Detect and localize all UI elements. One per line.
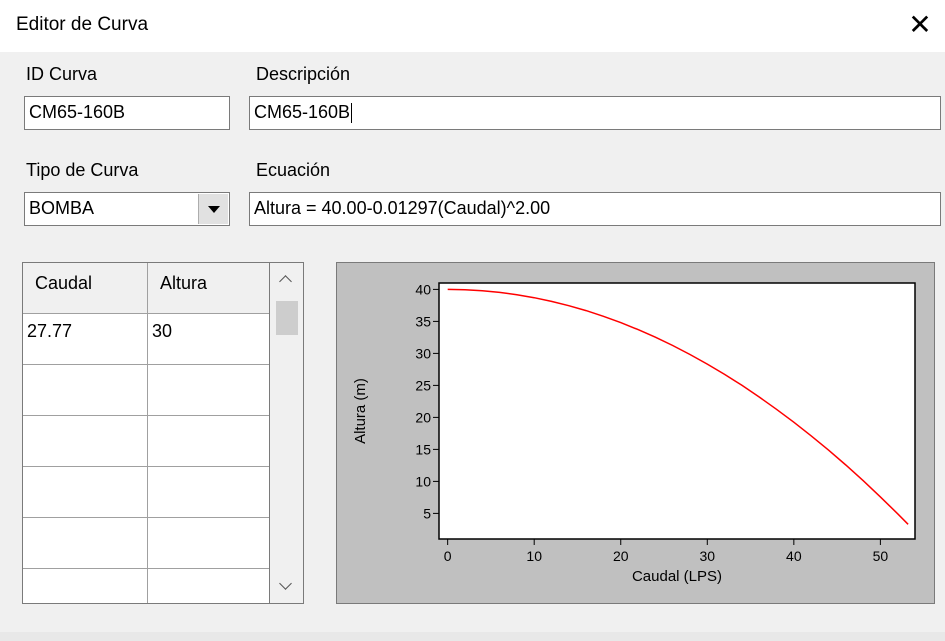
equation-field[interactable]: Altura = 40.00-0.01297(Caudal)^2.00 bbox=[249, 192, 941, 226]
text-cursor bbox=[351, 103, 353, 124]
table-cell[interactable] bbox=[148, 569, 269, 603]
y-tick-label: 30 bbox=[415, 345, 431, 361]
y-axis-label: Altura (m) bbox=[352, 378, 369, 444]
table-cell[interactable]: 30 bbox=[152, 321, 173, 341]
description-value: CM65-160B bbox=[254, 102, 351, 122]
curve-type-dropdown[interactable]: BOMBA bbox=[24, 192, 230, 226]
scroll-up-icon[interactable] bbox=[270, 263, 303, 293]
plot-area bbox=[438, 282, 916, 540]
column-header-caudal[interactable]: Caudal bbox=[23, 263, 147, 313]
column-header-altura[interactable]: Altura bbox=[148, 263, 269, 313]
x-tick-label: 50 bbox=[873, 548, 889, 564]
x-tick-label: 20 bbox=[613, 548, 629, 564]
curve-data-table[interactable]: Caudal Altura 27.77 30 bbox=[22, 262, 270, 604]
table-cell[interactable] bbox=[23, 569, 147, 603]
y-tick-label: 5 bbox=[423, 505, 431, 521]
y-tick-label: 35 bbox=[415, 313, 431, 329]
window-title: Editor de Curva bbox=[16, 14, 149, 35]
description-label: Descripción bbox=[256, 64, 351, 84]
table-vertical-scrollbar[interactable] bbox=[270, 262, 304, 604]
table-cell[interactable] bbox=[148, 518, 269, 568]
y-tick-label: 10 bbox=[415, 473, 431, 489]
title-bar: Editor de Curva ✕ bbox=[0, 0, 945, 52]
x-tick-label: 30 bbox=[700, 548, 716, 564]
id-curve-input[interactable]: CM65-160B bbox=[24, 96, 230, 130]
table-cell[interactable] bbox=[148, 467, 269, 517]
table-cell[interactable] bbox=[148, 416, 269, 466]
bottom-edge bbox=[0, 632, 945, 641]
description-input[interactable]: CM65-160B bbox=[249, 96, 941, 130]
table-cell[interactable] bbox=[148, 365, 269, 415]
close-icon[interactable]: ✕ bbox=[908, 9, 932, 40]
x-tick-label: 10 bbox=[526, 548, 542, 564]
curve-chart-panel: 5 10 15 20 25 30 35 40 0 10 20 30 40 50 Caudal (LPS) Al… bbox=[336, 262, 935, 604]
table-cell[interactable] bbox=[23, 416, 147, 466]
table-cell[interactable] bbox=[23, 518, 147, 568]
y-tick-label: 40 bbox=[415, 281, 431, 297]
chevron-down-icon[interactable] bbox=[198, 194, 228, 224]
table-cell[interactable] bbox=[23, 467, 147, 517]
curve-type-value: BOMBA bbox=[29, 198, 95, 218]
y-tick-label: 15 bbox=[415, 441, 431, 457]
scroll-thumb[interactable] bbox=[276, 301, 298, 335]
equation-value: Altura = 40.00-0.01297(Caudal)^2.00 bbox=[254, 198, 551, 218]
y-tick-label: 20 bbox=[415, 409, 431, 425]
table-cell[interactable] bbox=[23, 365, 147, 415]
y-tick-label: 25 bbox=[415, 377, 431, 393]
x-tick-label: 0 bbox=[444, 548, 452, 564]
table-cell[interactable]: 27.77 bbox=[27, 321, 73, 341]
curve-chart: 5 10 15 20 25 30 35 40 0 10 20 30 40 50 Caudal (LPS) Al… bbox=[352, 281, 916, 585]
equation-label: Ecuación bbox=[256, 160, 331, 180]
scroll-down-icon[interactable] bbox=[270, 573, 303, 603]
id-curve-value: CM65-160B bbox=[29, 102, 126, 122]
series-line bbox=[447, 288, 909, 525]
id-curve-label: ID Curva bbox=[26, 64, 98, 84]
curve-type-label: Tipo de Curva bbox=[26, 160, 139, 180]
x-axis-label: Caudal (LPS) bbox=[632, 568, 722, 585]
x-tick-label: 40 bbox=[786, 548, 802, 564]
